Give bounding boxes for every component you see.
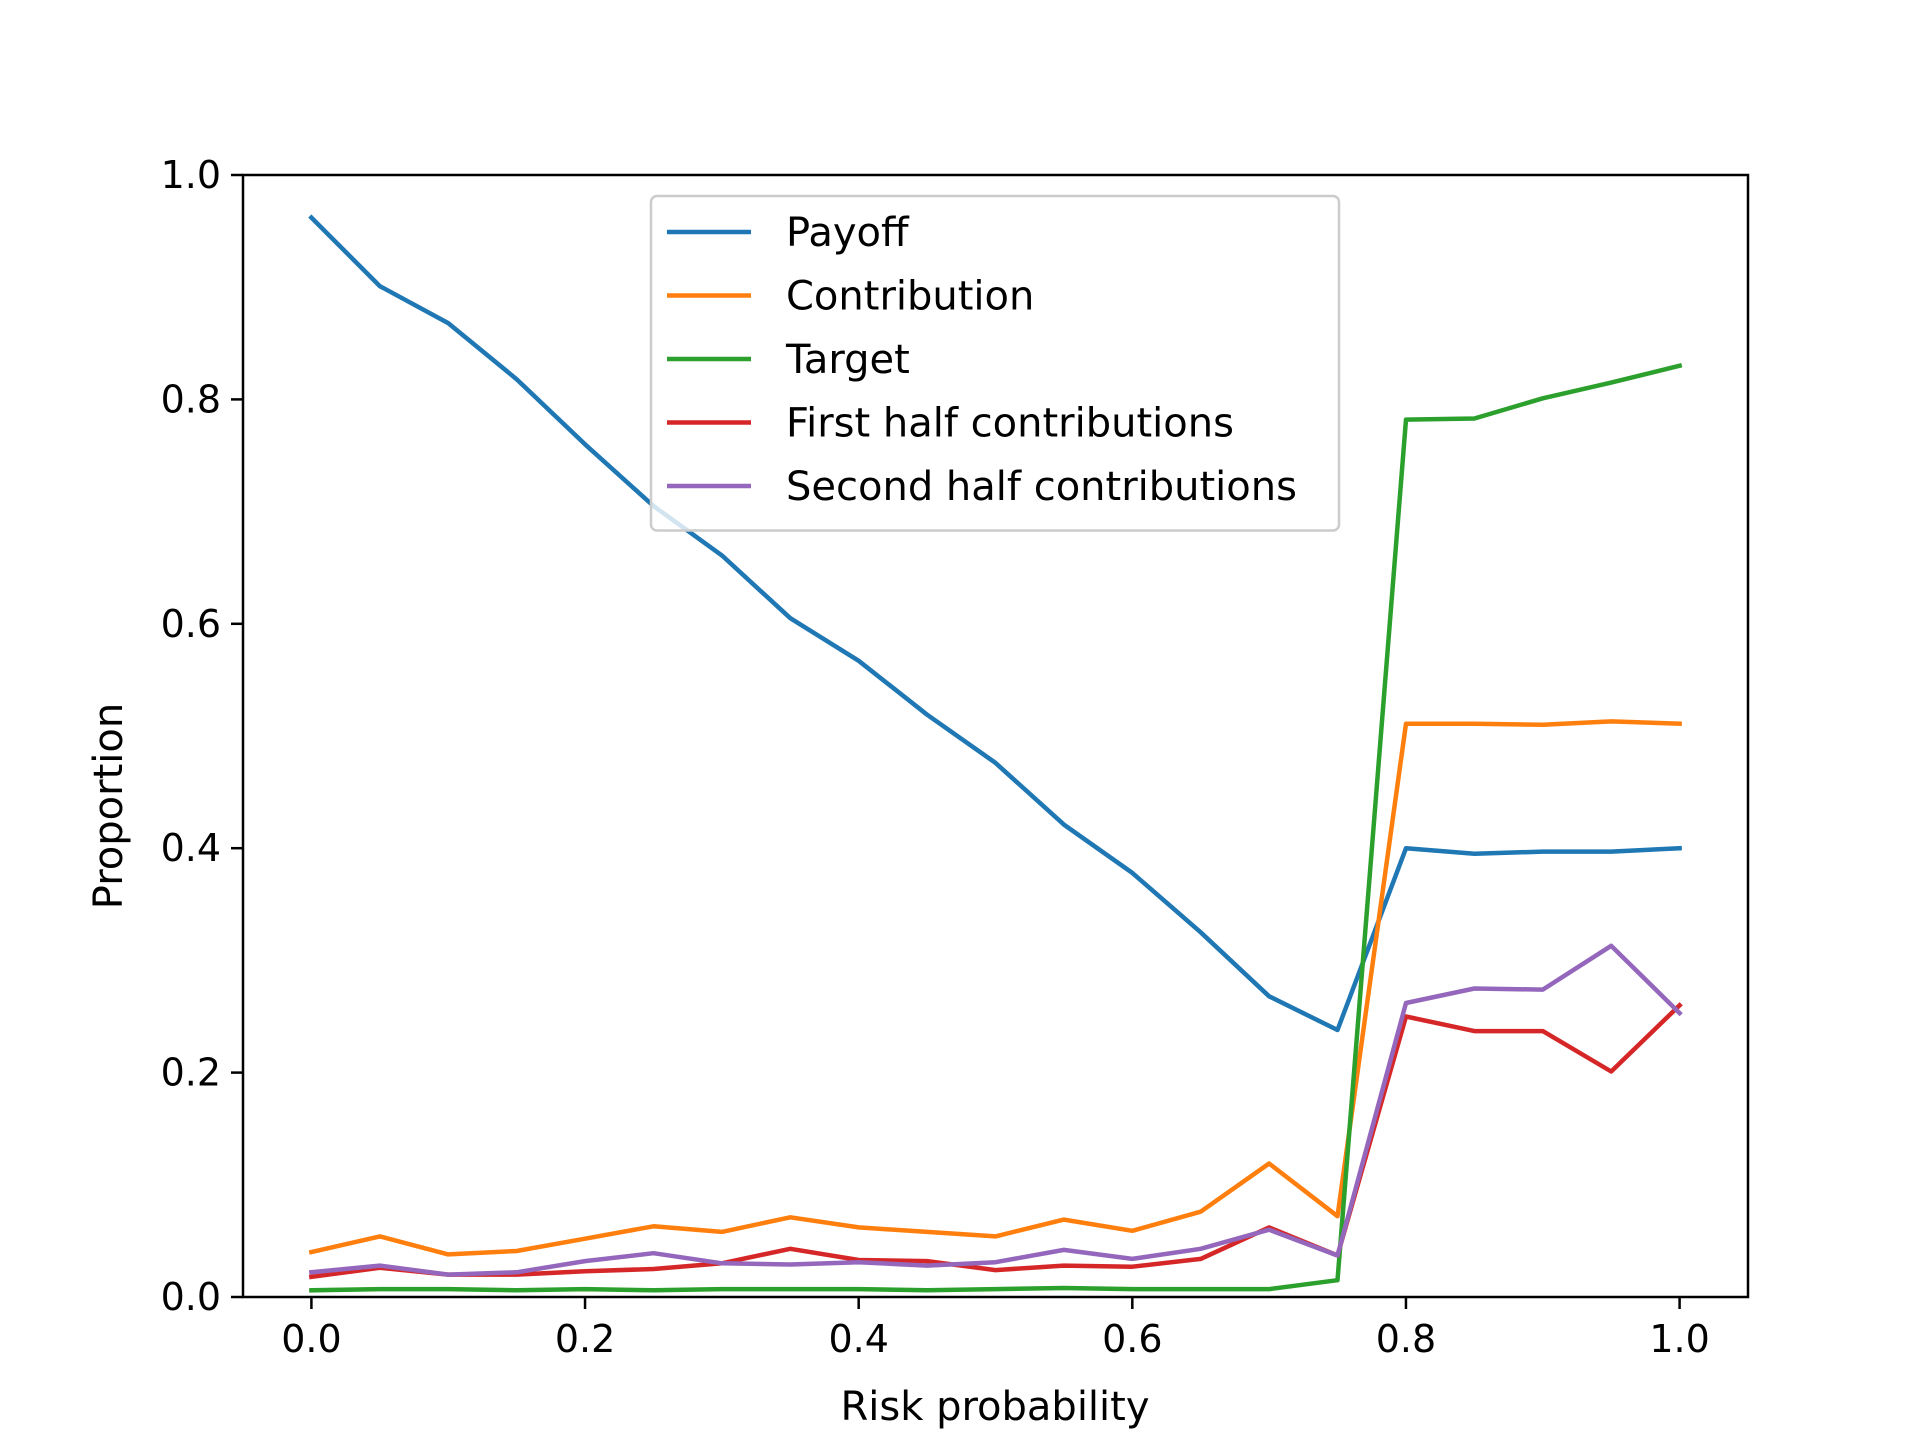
y-tick-label: 0.6: [161, 602, 221, 646]
legend-box: [649, 194, 1341, 532]
series-line-second-half-contributions: [308, 943, 1683, 1277]
legend: Payoff Contribution Target First half contr…: [649, 194, 1341, 532]
series-line-target: [309, 362, 1683, 1293]
y-tick-label: 0.4: [161, 826, 221, 870]
x-tick-label: 0.0: [281, 1317, 341, 1361]
y-tick-label: 0.8: [161, 377, 221, 421]
legend-label-target: Target: [785, 337, 910, 383]
series-line-first-half-contributions: [308, 1002, 1683, 1280]
x-tick-label: 1.0: [1649, 1317, 1709, 1361]
legend-label-contribution: Contribution: [786, 274, 1034, 320]
axes-frame: [241, 173, 1750, 1299]
legend-label-first-half-contributions: First half contributions: [786, 401, 1234, 447]
x-tick-label: 0.6: [1102, 1317, 1162, 1361]
x-tick-label: 0.4: [828, 1317, 888, 1361]
y-tick-label: 0.0: [161, 1275, 221, 1319]
legend-label-payoff: Payoff: [786, 210, 910, 256]
series-line-contribution: [308, 719, 1682, 1257]
x-axis-label: Risk probability: [840, 1384, 1149, 1430]
series-line-payoff: [308, 214, 1682, 1033]
x-tick-label: 0.8: [1376, 1317, 1436, 1361]
x-tick-label: 0.2: [555, 1317, 615, 1361]
plot-area: [308, 214, 1683, 1293]
y-tick-label: 1.0: [161, 153, 221, 197]
ticks: 0.0 0.2 0.4 0.6 0.8 1.0 0.0 0.2 0.4 0.6 0.8 1.0: [161, 153, 1710, 1361]
y-axis-label: Proportion: [86, 703, 132, 909]
legend-label-second-half-contributions: Second half contributions: [786, 464, 1297, 510]
y-tick-label: 0.2: [161, 1051, 221, 1095]
axes: [241, 173, 1750, 1299]
